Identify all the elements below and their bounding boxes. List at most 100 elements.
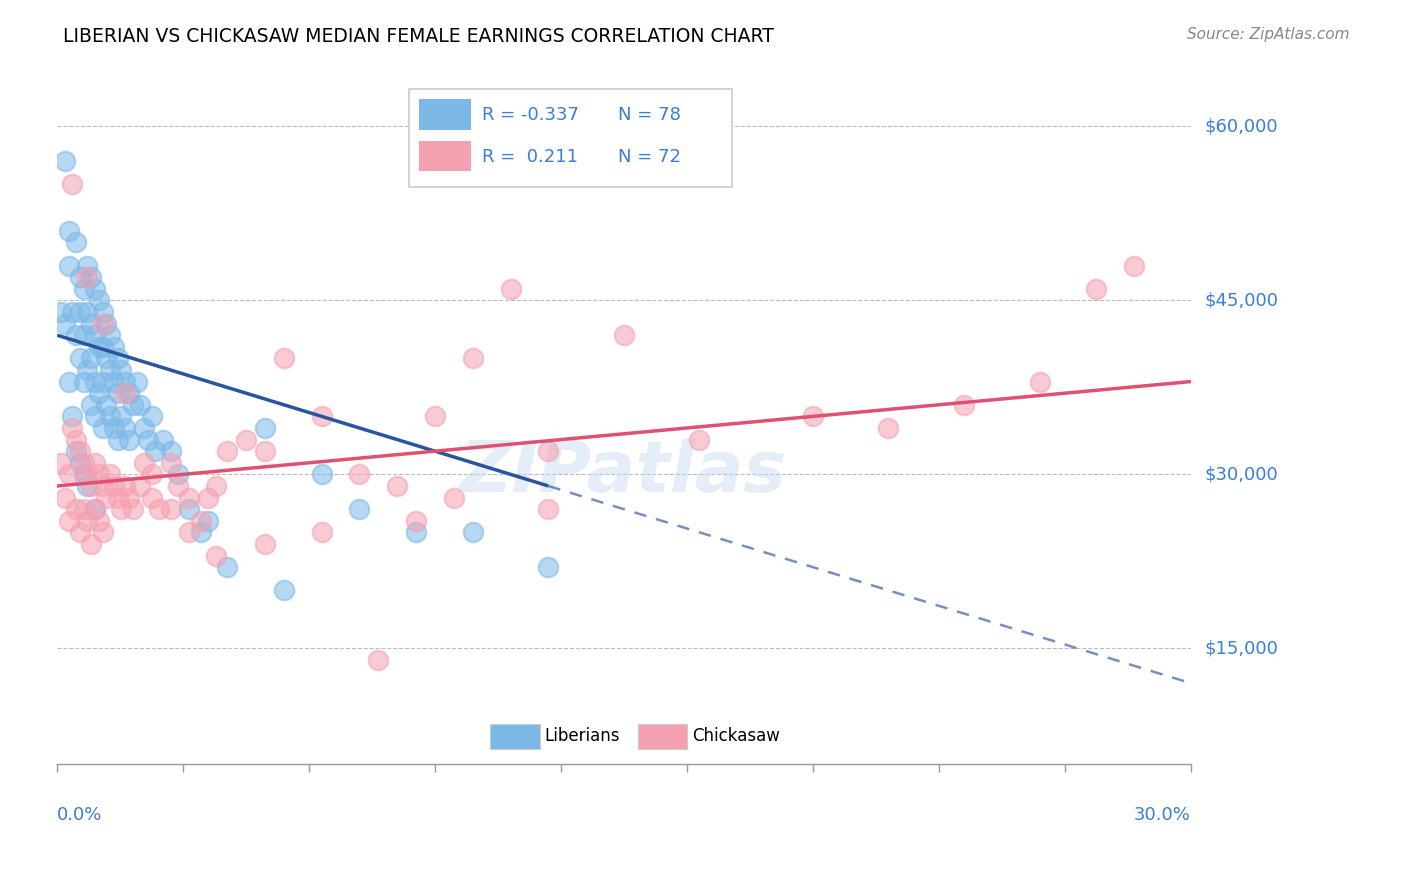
Point [461, 351, 484, 366]
Point [60, 421, 83, 435]
Text: $15,000: $15,000 [1205, 640, 1278, 657]
Point [141, 409, 163, 424]
Point [65, 502, 87, 516]
Point [877, 421, 900, 435]
Point [49, 456, 72, 470]
Point [60, 409, 83, 424]
Point [107, 351, 129, 366]
FancyBboxPatch shape [637, 724, 688, 749]
Point [114, 375, 136, 389]
Point [87, 386, 110, 401]
Point [273, 583, 295, 598]
Point [688, 433, 710, 447]
Point [114, 479, 136, 493]
Point [461, 525, 484, 540]
Point [91, 305, 114, 319]
Text: $60,000: $60,000 [1205, 118, 1278, 136]
Point [76, 305, 98, 319]
Point [405, 525, 427, 540]
Text: $45,000: $45,000 [1205, 292, 1278, 310]
Point [349, 467, 371, 482]
Point [49, 305, 72, 319]
Point [107, 433, 129, 447]
Point [801, 409, 824, 424]
Point [423, 409, 446, 424]
Point [91, 340, 114, 354]
Point [76, 259, 98, 273]
Point [110, 363, 132, 377]
Point [58, 224, 80, 238]
Point [76, 270, 98, 285]
Point [1085, 282, 1108, 296]
Point [72, 467, 94, 482]
Point [80, 317, 103, 331]
Point [253, 537, 276, 551]
Point [118, 433, 141, 447]
Text: R = -0.337: R = -0.337 [482, 106, 579, 124]
Point [84, 409, 107, 424]
Point [84, 375, 107, 389]
Point [76, 467, 98, 482]
Point [76, 363, 98, 377]
Point [118, 386, 141, 401]
Point [537, 444, 560, 458]
Point [72, 375, 94, 389]
Point [235, 433, 257, 447]
Point [159, 502, 181, 516]
Point [179, 502, 201, 516]
Point [159, 456, 181, 470]
Point [159, 444, 181, 458]
Point [58, 259, 80, 273]
Point [80, 351, 103, 366]
Point [98, 328, 121, 343]
Point [65, 235, 87, 250]
Point [311, 409, 333, 424]
Point [96, 398, 118, 412]
Point [58, 375, 80, 389]
Point [349, 502, 371, 516]
Point [197, 514, 219, 528]
Point [91, 375, 114, 389]
Point [114, 386, 136, 401]
FancyBboxPatch shape [419, 141, 471, 171]
FancyBboxPatch shape [409, 89, 731, 186]
Point [118, 491, 141, 505]
Point [537, 502, 560, 516]
Point [253, 444, 276, 458]
Point [53, 154, 76, 169]
Point [84, 502, 107, 516]
Text: ZIPatlas: ZIPatlas [460, 438, 787, 507]
Point [96, 317, 118, 331]
Point [91, 317, 114, 331]
Point [145, 444, 167, 458]
Point [953, 398, 976, 412]
Text: Liberians: Liberians [544, 728, 620, 746]
Point [205, 549, 228, 563]
Point [167, 479, 190, 493]
Text: 30.0%: 30.0% [1133, 806, 1191, 824]
Point [72, 456, 94, 470]
Point [80, 479, 103, 493]
Point [69, 270, 91, 285]
Point [443, 491, 465, 505]
Point [53, 317, 76, 331]
Point [69, 456, 91, 470]
Point [65, 433, 87, 447]
Point [69, 525, 91, 540]
Point [273, 351, 295, 366]
Point [311, 525, 333, 540]
Point [141, 491, 163, 505]
Point [190, 525, 212, 540]
Point [69, 305, 91, 319]
Point [103, 421, 125, 435]
Point [129, 398, 152, 412]
Text: 0.0%: 0.0% [58, 806, 103, 824]
Point [91, 525, 114, 540]
FancyBboxPatch shape [491, 724, 540, 749]
Point [69, 351, 91, 366]
Point [91, 421, 114, 435]
Point [60, 178, 83, 192]
Point [60, 305, 83, 319]
Point [1123, 259, 1146, 273]
Point [125, 375, 148, 389]
